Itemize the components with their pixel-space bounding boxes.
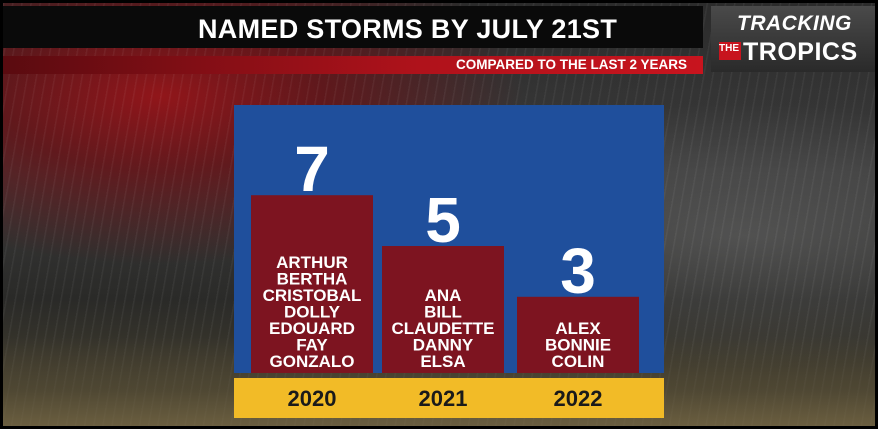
tick-label-2021: 2021 xyxy=(419,386,468,411)
storm-name: ARTHUR xyxy=(276,253,348,272)
logo-line2: TROPICS xyxy=(743,38,858,66)
bar-2021 xyxy=(382,246,504,373)
title-bar xyxy=(3,6,703,48)
subtitle-band xyxy=(3,56,703,74)
storm-name: CLAUDETTE xyxy=(392,319,495,338)
bar-2022 xyxy=(517,296,639,373)
value-label-2021: 5 xyxy=(425,184,461,256)
logo-line1: TRACKING xyxy=(737,12,852,35)
bar-2020 xyxy=(251,195,373,373)
logo-the: THE xyxy=(719,43,739,54)
tick-label-2020: 2020 xyxy=(288,386,337,411)
storm-name: BONNIE xyxy=(545,336,611,355)
storm-name: DOLLY xyxy=(284,303,341,322)
storm-name: CRISTOBAL xyxy=(263,286,362,305)
storm-name: ALEX xyxy=(555,319,601,338)
value-label-2020: 7 xyxy=(294,133,330,205)
storm-name: EDOUARD xyxy=(269,319,355,338)
storm-count-chart: 7 ARTHURBERTHACRISTOBALDOLLYEDOUARDFAYGON… xyxy=(251,133,639,411)
storm-name: ANA xyxy=(425,286,462,305)
storm-name: ELSA xyxy=(420,352,465,371)
chart-subtitle: COMPARED TO THE LAST 2 YEARS xyxy=(455,57,687,72)
storm-name: BERTHA xyxy=(277,270,348,289)
storm-name: GONZALO xyxy=(270,352,355,371)
tick-label-2022: 2022 xyxy=(554,386,603,411)
storm-name: DANNY xyxy=(413,336,474,355)
year-band xyxy=(234,378,664,418)
tracking-the-tropics-logo: TRACKING THE TROPICS xyxy=(711,6,875,72)
logo-red-tag xyxy=(719,42,741,60)
chart-title: NAMED STORMS BY JULY 21ST xyxy=(198,14,618,44)
value-label-2022: 3 xyxy=(560,235,596,307)
storm-name: BILL xyxy=(424,303,462,322)
storm-name: FAY xyxy=(296,336,328,355)
storm-name: COLIN xyxy=(552,352,605,371)
